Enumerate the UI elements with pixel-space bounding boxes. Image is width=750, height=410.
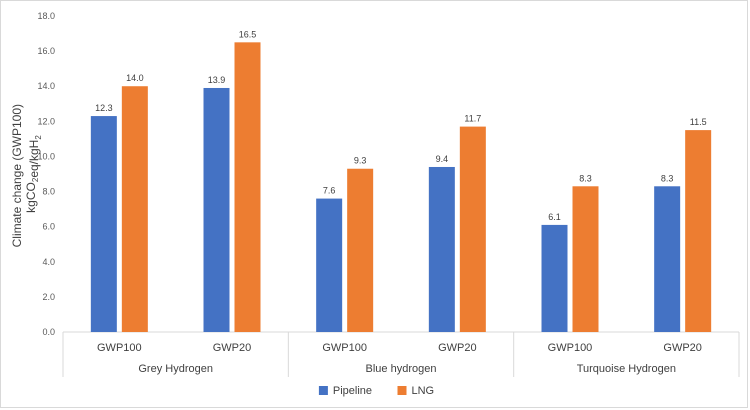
legend-label-lng: LNG [412,385,435,397]
data-label: 11.5 [690,117,707,127]
x-category-label: GWP100 [97,342,142,354]
x-category-label: GWP100 [322,342,367,354]
data-label: 8.3 [579,173,592,183]
bar-lng [234,42,261,332]
y-tick-label: 6.0 [42,222,55,232]
x-category-label: GWP20 [213,342,252,354]
data-label: 16.5 [239,29,257,39]
y-tick-label: 2.0 [42,292,55,302]
bar-pipeline [90,116,117,332]
legend-swatch-lng [397,386,407,395]
y-axis-label: Climate change (GWP100) kgCO2eq/kgH2 [10,101,43,248]
x-category-label: GWP100 [548,342,593,354]
x-group-label: Grey Hydrogen [138,363,213,375]
y-tick-label: 12.0 [37,116,55,126]
y-axis-label-line2: kgCO2eq/kgH2 [24,135,43,213]
y-tick-label: 0.0 [42,327,55,337]
y-tick-label: 4.0 [42,257,55,267]
bar-lng [685,130,712,332]
bar-lng [459,126,486,332]
data-label: 13.9 [208,75,226,85]
y-tick-label: 18.0 [37,11,55,21]
y-tick-label: 10.0 [37,151,55,161]
bar-pipeline [654,186,681,332]
x-group-label: Turquoise Hydrogen [577,363,676,375]
bar-pipeline [203,87,230,332]
bar-pipeline [428,166,455,332]
y-tick-label: 8.0 [42,187,55,197]
bar-lng [572,186,599,332]
y-axis-label-line1: Climate change (GWP100) [10,104,24,247]
y-tick-label: 14.0 [37,81,55,91]
x-category-label: GWP20 [438,342,477,354]
data-label: 8.3 [661,173,674,183]
data-label: 9.4 [436,154,449,164]
bar-lng [347,168,374,332]
data-label: 6.1 [548,212,561,222]
y-tick-label: 16.0 [37,46,55,56]
legend-label-pipeline: Pipeline [333,385,372,397]
x-category-label: GWP20 [663,342,702,354]
bar-pipeline [316,198,343,332]
x-group-label: Blue hydrogen [366,363,437,375]
bar-lng [121,86,148,332]
data-label: 7.6 [323,186,336,196]
data-label: 14.0 [126,73,144,83]
bar-pipeline [541,224,568,332]
data-label: 11.7 [464,114,481,124]
data-label: 9.3 [354,156,367,166]
legend-swatch-pipeline [318,386,328,395]
data-label: 12.3 [95,103,113,113]
